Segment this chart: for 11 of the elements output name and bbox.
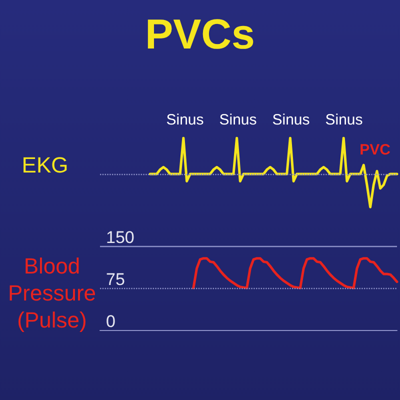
y-tick-label: 0 xyxy=(106,312,116,331)
text: Sinus xyxy=(272,112,310,128)
chart-title: PVCs xyxy=(145,10,255,58)
text: Sinus xyxy=(219,112,257,128)
y-axis-title: Blood Pressure (Pulse) xyxy=(8,254,96,332)
text: Sinus xyxy=(166,112,204,128)
text: Sinus xyxy=(325,112,363,128)
y-axis-title: EKG xyxy=(22,152,68,178)
y-tick-label: 150 xyxy=(106,228,134,247)
annotation: PVC xyxy=(360,142,391,158)
y-tick-label: 75 xyxy=(106,270,125,289)
